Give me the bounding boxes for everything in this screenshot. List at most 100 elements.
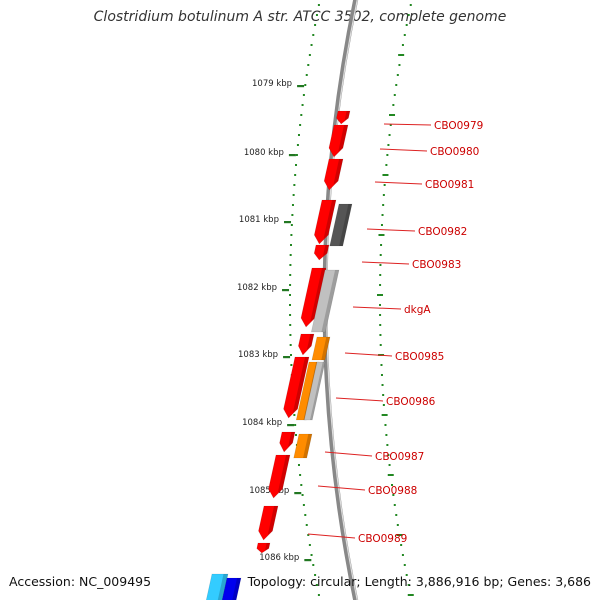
gc-tick	[387, 474, 394, 476]
gene-leader	[374, 181, 423, 185]
gene-label: CBO0981	[425, 179, 474, 191]
scale-tick	[287, 424, 295, 427]
cds-arrow-shade	[288, 432, 295, 447]
gc-tick	[295, 434, 298, 436]
scale-tick	[288, 154, 296, 157]
gc-tick	[289, 284, 292, 286]
gc-tick	[289, 304, 292, 306]
gc-tick	[305, 74, 308, 76]
gc-tick	[290, 364, 293, 366]
gene-label: dkgA	[404, 304, 431, 316]
cds-arrow	[256, 542, 271, 554]
gc-tick	[301, 104, 304, 106]
gc-tick	[379, 304, 382, 306]
gc-tick	[300, 484, 303, 486]
gc-tick	[304, 514, 307, 516]
gene-leader	[344, 352, 393, 357]
gc-tick	[407, 584, 410, 586]
gc-tick	[389, 114, 396, 116]
gene-label: CBO0986	[386, 396, 436, 408]
gc-tick	[379, 334, 382, 336]
gc-tick	[383, 184, 386, 186]
gene-label: CBO0988	[368, 485, 417, 497]
gc-tick	[407, 594, 414, 596]
gc-tick	[396, 74, 399, 76]
gc-tick	[317, 4, 320, 6]
gc-tick	[403, 34, 406, 36]
gc-tick	[379, 324, 382, 326]
gene-label: CBO0979	[434, 120, 483, 132]
gc-tick	[300, 114, 303, 116]
gene-leader	[335, 397, 384, 402]
gc-tick	[305, 524, 308, 526]
gc-tick	[384, 424, 387, 426]
gc-tick	[405, 24, 408, 26]
gc-tick	[387, 144, 390, 146]
gc-tick	[382, 204, 385, 206]
gc-tick	[297, 134, 300, 136]
gc-tick	[379, 264, 382, 266]
gc-tick	[405, 574, 408, 576]
gc-tick	[381, 414, 388, 416]
gc-tick	[379, 314, 382, 316]
topology-label: Topology: circular; Length: 3,886,916 bp…	[247, 574, 591, 589]
gc-tick	[290, 224, 293, 226]
gene-label: CBO0985	[395, 351, 444, 363]
gc-tick	[312, 34, 315, 36]
cds-arrow-shade	[306, 334, 314, 350]
gc-tick	[292, 194, 295, 196]
cds-arrow-shade	[310, 268, 326, 322]
cds-arrow-shade	[277, 455, 290, 493]
gc-tick	[382, 404, 385, 406]
gc-tick	[289, 334, 292, 336]
cds-arrow	[336, 110, 351, 125]
scale-label: 1083 kbp	[238, 350, 278, 360]
gc-tick	[290, 234, 293, 236]
gc-tick	[293, 184, 296, 186]
gc-tick	[395, 514, 398, 516]
gc-tick	[296, 144, 299, 146]
cds-arrow-shade	[344, 111, 350, 121]
gc-tick	[386, 154, 389, 156]
cds-arrow-shade	[267, 506, 278, 535]
gc-tick	[381, 384, 384, 386]
gc-tick	[289, 264, 292, 266]
gene-label: CBO0982	[418, 226, 467, 238]
gc-tick	[295, 154, 298, 156]
cds-arrow-shade	[292, 357, 309, 413]
gc-tick	[392, 494, 395, 496]
gc-tick	[308, 544, 311, 546]
gc-tick	[393, 504, 396, 506]
features	[205, 110, 353, 600]
cds-arrow	[279, 431, 296, 453]
gene-leader	[361, 261, 410, 265]
cog-block	[329, 203, 353, 247]
gc-tick	[380, 364, 383, 366]
cog-block-shade	[339, 204, 352, 246]
cds-arrow	[313, 199, 337, 245]
cog-block	[293, 433, 313, 459]
gene-leader	[307, 533, 356, 539]
scale-ticks: 1079 kbp 1080 kbp 1081 kbp 1082 kbp 1083 kbp…	[237, 79, 312, 563]
cog-block	[310, 269, 340, 333]
cds-arrow	[268, 454, 291, 499]
scale-label: 1081 kbp	[239, 215, 279, 225]
gc-tick	[299, 124, 302, 126]
scale-tick	[294, 492, 302, 495]
gc-tick	[307, 534, 310, 536]
scale-label: 1084 kbp	[242, 418, 282, 428]
gc-tick	[379, 284, 382, 286]
gene-leader	[324, 451, 373, 457]
cds-arrow-shade	[333, 159, 343, 185]
gc-tick	[291, 214, 294, 216]
map-title: Clostridium botulinum A str. ATCC 3502, …	[93, 9, 507, 25]
cog-block-shade	[303, 434, 312, 458]
gc-tick	[380, 374, 383, 376]
gc-tick	[398, 64, 401, 66]
cds-arrow-shade	[265, 543, 270, 551]
gc-tick	[379, 274, 382, 276]
gene-leader	[379, 148, 428, 152]
gc-tick	[393, 94, 396, 96]
cds-arrow-blue-shade	[232, 578, 241, 600]
